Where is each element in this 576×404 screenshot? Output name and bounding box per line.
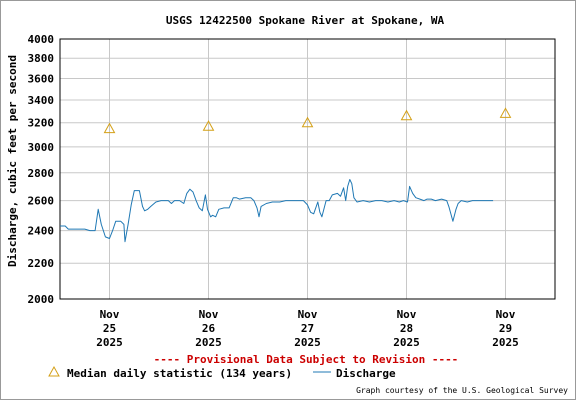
median-daily-marker (202, 120, 215, 131)
x-tick-label: 28 (400, 322, 413, 335)
grid-lines (60, 39, 555, 299)
y-tick-label: 3000 (28, 141, 55, 154)
legend-discharge-label: Discharge (336, 367, 396, 380)
median-daily-marker (103, 122, 116, 134)
legend-median-triangle-icon (48, 365, 60, 377)
x-tick-label: 2025 (195, 336, 222, 349)
y-tick-label: 4000 (28, 33, 55, 46)
y-axis-label: Discharge, cubic feet per second (6, 55, 19, 267)
x-tick-label: 2025 (393, 336, 420, 349)
provisional-note: ---- Provisional Data Subject to Revisio… (154, 353, 459, 366)
x-tick-label: Nov (100, 308, 120, 321)
y-tick-label: 2200 (28, 257, 55, 270)
x-tick-label: 27 (301, 322, 314, 335)
y-tick-label: 2400 (28, 225, 55, 238)
usgs-credit: Graph courtesy of the U.S. Geological Su… (356, 386, 568, 395)
x-tick-label: 2025 (294, 336, 321, 349)
y-tick-label: 3600 (28, 73, 55, 86)
y-tick-label: 3800 (28, 52, 55, 65)
y-tick-label: 2600 (28, 195, 55, 208)
chart-title: USGS 12422500 Spokane River at Spokane, … (166, 14, 445, 27)
x-tick-label: Nov (496, 308, 516, 321)
x-tick-label: 25 (103, 322, 116, 335)
discharge-series-line (60, 179, 494, 243)
x-tick-label: Nov (199, 308, 219, 321)
y-tick-label: 2800 (28, 167, 55, 180)
median-daily-marker (301, 116, 314, 128)
legend-median-label: Median daily statistic (134 years) (67, 367, 292, 380)
median-daily-marker (400, 109, 413, 121)
x-tick-label: Nov (397, 308, 417, 321)
median-daily-marker (499, 107, 512, 118)
y-tick-label: 3200 (28, 117, 55, 130)
x-tick-label: 2025 (96, 336, 123, 349)
x-tick-label: 26 (202, 322, 216, 335)
y-tick-label: 2000 (28, 293, 55, 306)
x-tick-label: 2025 (492, 336, 519, 349)
y-tick-label: 3400 (28, 94, 55, 107)
y-axis-ticks: 2000 2200 2400 2600 2800 3000 3200 3400 3600 3800… (28, 33, 55, 306)
series-layer (60, 107, 512, 243)
x-axis-ticks: Nov252025Nov262025Nov272025Nov282025Nov2… (96, 308, 519, 349)
x-tick-label: Nov (298, 308, 318, 321)
legend: Median daily statistic (134 years) Disch… (48, 365, 396, 380)
x-tick-label: 29 (499, 322, 512, 335)
plot-area-border (59, 38, 556, 300)
